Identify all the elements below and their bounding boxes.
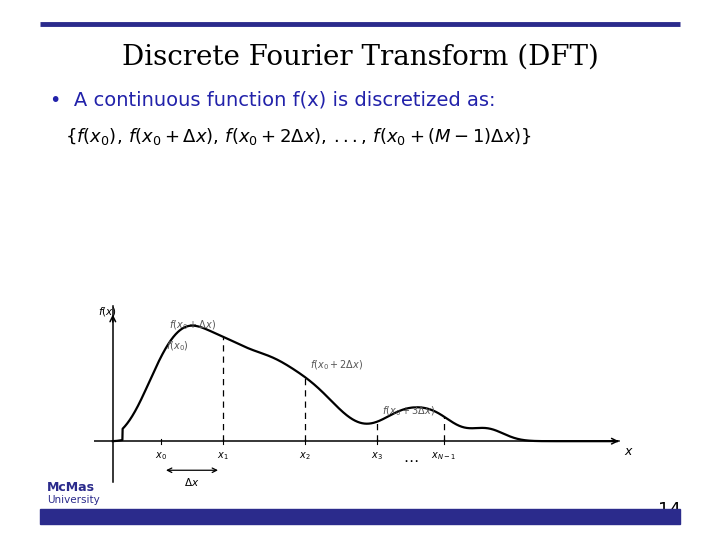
- Text: $x_1$: $x_1$: [217, 450, 229, 462]
- Text: 14: 14: [657, 502, 680, 519]
- Text: $f(x_0 + 2\Delta x)$: $f(x_0 + 2\Delta x)$: [310, 358, 363, 372]
- Text: $f(x_0)$: $f(x_0)$: [166, 340, 188, 353]
- Text: $\cdots$: $\cdots$: [402, 452, 418, 467]
- Text: $x$: $x$: [624, 445, 634, 458]
- Text: $\{f(x_0),\, f(x_0 + \Delta x),\, f(x_0 + 2\Delta x),\,...,\, f(x_0 + (M-1)\Delt: $\{f(x_0),\, f(x_0 + \Delta x),\, f(x_0 …: [65, 126, 531, 146]
- Text: University: University: [47, 495, 99, 505]
- Text: $f(x)$: $f(x)$: [98, 305, 117, 318]
- Text: $f(x_0 + \Delta x)$: $f(x_0 + \Delta x)$: [169, 318, 216, 332]
- Text: $x_0$: $x_0$: [155, 450, 167, 462]
- Text: $x_2$: $x_2$: [299, 450, 310, 462]
- Text: $x_3$: $x_3$: [371, 450, 383, 462]
- Text: Discrete Fourier Transform (DFT): Discrete Fourier Transform (DFT): [122, 43, 598, 70]
- Text: •  A continuous function f(x) is discretized as:: • A continuous function f(x) is discreti…: [50, 90, 496, 110]
- Text: McMas: McMas: [47, 481, 95, 494]
- Text: $\Delta x$: $\Delta x$: [184, 476, 199, 488]
- Text: $x_{N-1}$: $x_{N-1}$: [431, 450, 456, 462]
- Text: $f(x_0 + 3\Delta x)$: $f(x_0 + 3\Delta x)$: [382, 404, 435, 418]
